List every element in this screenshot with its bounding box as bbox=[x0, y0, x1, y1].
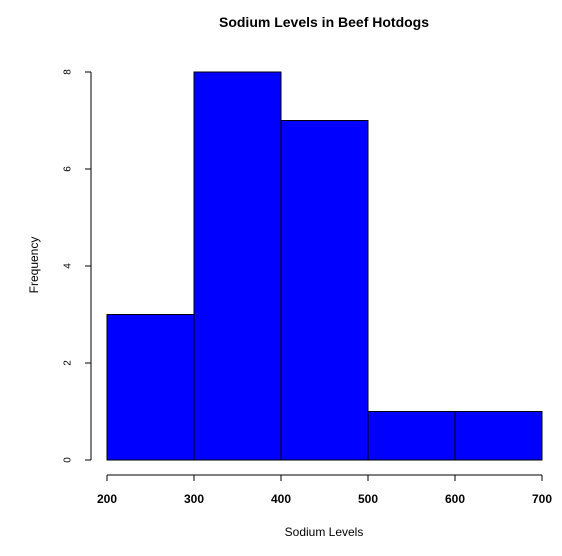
chart-title: Sodium Levels in Beef Hotdogs bbox=[219, 14, 429, 30]
x-tick-label: 300 bbox=[184, 492, 204, 506]
y-axis: 0 2 4 6 8 bbox=[63, 69, 92, 463]
x-tick-label: 700 bbox=[532, 492, 552, 506]
x-axis: 200 300 400 500 600 700 bbox=[97, 474, 552, 506]
histogram-bar-1 bbox=[106, 314, 195, 461]
y-axis-label: Frequency bbox=[27, 237, 41, 294]
histogram-bar-5 bbox=[454, 411, 543, 461]
y-tick-label: 2 bbox=[63, 360, 74, 366]
histogram-bar-2 bbox=[193, 71, 282, 461]
x-tick-label: 500 bbox=[358, 492, 378, 506]
x-tick-label: 600 bbox=[445, 492, 465, 506]
x-tick-label: 200 bbox=[97, 492, 117, 506]
x-axis-label: Sodium Levels bbox=[285, 525, 364, 539]
y-tick-label: 0 bbox=[63, 457, 74, 463]
y-tick-label: 4 bbox=[63, 263, 74, 269]
histogram-bar-3 bbox=[280, 120, 369, 461]
y-tick-label: 8 bbox=[63, 69, 74, 75]
bars-group bbox=[106, 71, 543, 461]
x-tick-label: 400 bbox=[271, 492, 291, 506]
histogram-bar-4 bbox=[367, 411, 456, 461]
y-tick-label: 6 bbox=[63, 166, 74, 172]
